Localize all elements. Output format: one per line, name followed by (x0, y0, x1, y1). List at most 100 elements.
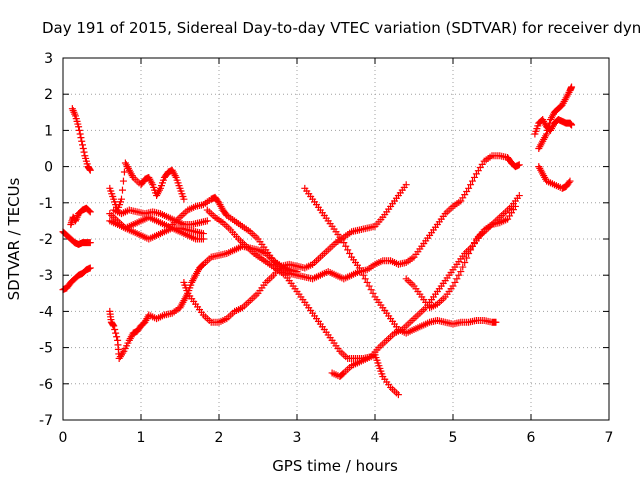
data-point (357, 268, 365, 276)
data-point (515, 192, 523, 200)
y-tick-label: 1 (44, 123, 53, 139)
x-tick-label: 3 (293, 430, 302, 446)
data-point (120, 168, 128, 176)
x-tick-label: 4 (371, 430, 380, 446)
data-point (111, 326, 119, 333)
y-tick-label: -2 (39, 232, 53, 248)
data-point (79, 145, 87, 152)
data-point (85, 207, 93, 215)
data-point (180, 195, 188, 203)
series-3 (68, 105, 94, 174)
data-point (86, 166, 94, 174)
data-point (469, 177, 476, 185)
data-point (344, 246, 352, 254)
axes: 0 1 2 3 4 5 6 7 -7 -6 -5 -4 -3 -2 -1 0 1 2 3 (39, 51, 613, 446)
data-point (359, 271, 367, 279)
y-tick-label: 0 (44, 160, 53, 176)
data-point (459, 263, 467, 271)
series-14 (402, 202, 519, 312)
series-2 (67, 204, 94, 229)
data-point (367, 286, 375, 294)
y-tick-label: -6 (39, 377, 53, 393)
data-point (355, 264, 363, 272)
data-point (511, 202, 519, 210)
data-point (463, 254, 471, 262)
data-point (70, 108, 78, 116)
x-tick-label: 6 (527, 430, 536, 446)
data-point (363, 278, 371, 286)
series-16 (531, 116, 576, 138)
data-point (467, 181, 475, 189)
data-point (451, 278, 459, 286)
x-tick-label: 0 (59, 430, 68, 446)
data-point (340, 239, 348, 247)
data-point (112, 329, 120, 337)
data-point (113, 333, 121, 341)
chart-title: Day 191 of 2015, Sidereal Day-to-day VTE… (42, 19, 640, 37)
data-point (199, 230, 207, 238)
data-point (346, 249, 354, 257)
data-series (59, 83, 576, 399)
x-tick-label: 1 (137, 430, 146, 446)
plot-frame (62, 57, 610, 421)
data-point (76, 130, 84, 138)
y-tick-label: -3 (39, 268, 53, 284)
x-tick-label: 5 (449, 430, 458, 446)
data-point (402, 181, 410, 189)
data-point (361, 275, 369, 283)
data-point (568, 83, 576, 91)
data-point (86, 239, 94, 247)
y-tick-label: -4 (39, 304, 53, 320)
data-point (492, 318, 500, 326)
series-1 (59, 264, 94, 294)
data-point (467, 246, 475, 254)
y-axis-title: SDTVAR / TECUs (5, 177, 23, 300)
data-point (118, 195, 125, 203)
data-point (119, 177, 127, 185)
data-point (369, 289, 377, 297)
data-point (515, 161, 523, 169)
y-tick-label: 3 (44, 51, 53, 67)
series-17 (535, 163, 574, 192)
y-tick-label: -5 (39, 341, 53, 357)
data-point (449, 282, 457, 290)
series-6 (106, 217, 207, 243)
data-point (78, 137, 86, 145)
series-9 (168, 152, 523, 283)
x-tick-label: 2 (215, 430, 224, 446)
data-point (465, 249, 473, 257)
data-point (203, 217, 211, 225)
y-tick-label: -1 (39, 196, 53, 212)
data-point (75, 126, 83, 134)
data-point (470, 173, 478, 181)
data-point (394, 391, 402, 399)
series-13 (328, 351, 402, 399)
data-point (461, 259, 469, 267)
series-12 (301, 184, 500, 337)
data-point (365, 282, 373, 290)
data-point (75, 123, 83, 131)
data-point (455, 271, 463, 279)
y-tick-label: -7 (39, 413, 53, 429)
data-point (457, 268, 465, 276)
data-point (543, 130, 551, 138)
series-4 (106, 159, 188, 214)
data-point (470, 239, 478, 247)
data-point (80, 148, 88, 156)
data-point (568, 121, 576, 129)
data-point (86, 264, 94, 272)
data-point (453, 275, 461, 283)
x-tick-label: 7 (605, 430, 614, 446)
data-point (110, 322, 118, 330)
series-0 (59, 228, 94, 248)
data-point (342, 242, 350, 250)
data-point (465, 184, 473, 192)
data-point (79, 141, 86, 149)
y-tick-label: 2 (44, 87, 53, 103)
data-point (77, 134, 85, 142)
data-point (118, 186, 126, 194)
data-point (86, 208, 94, 216)
x-axis-title: GPS time / hours (272, 457, 398, 475)
data-point (565, 178, 573, 186)
